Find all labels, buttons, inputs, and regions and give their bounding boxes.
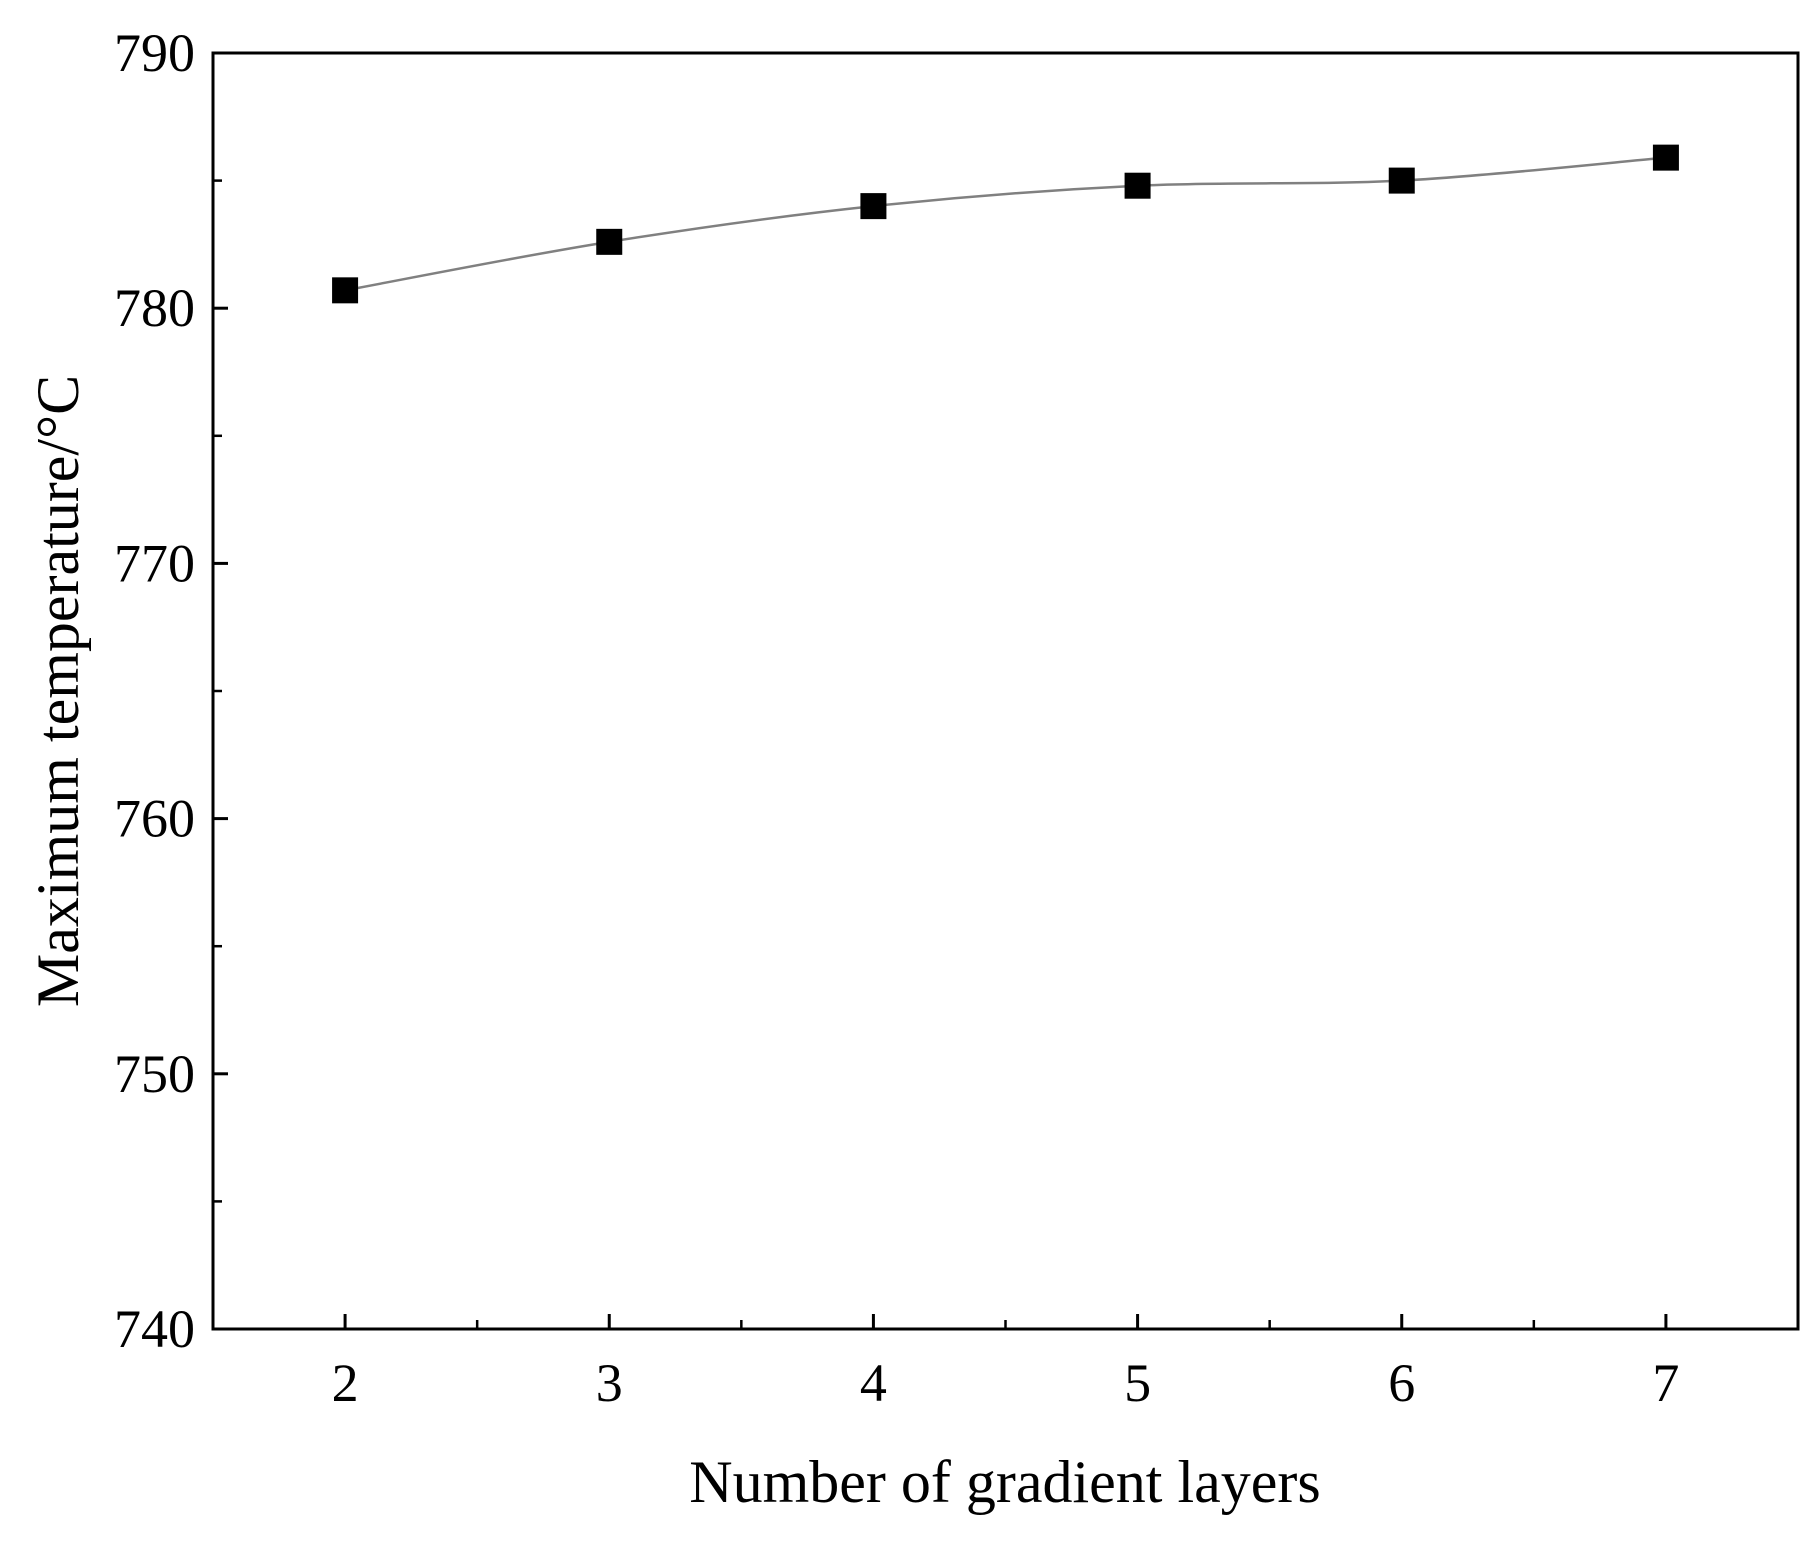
y-axis-title: Maximum temperature/°C bbox=[25, 375, 91, 1007]
y-tick-label: 760 bbox=[114, 789, 195, 849]
y-tick-label: 750 bbox=[114, 1044, 195, 1104]
x-axis-title: Number of gradient layers bbox=[689, 1449, 1320, 1515]
x-tick-label: 3 bbox=[596, 1353, 623, 1413]
x-tick-label: 7 bbox=[1652, 1353, 1679, 1413]
y-tick-label: 780 bbox=[114, 278, 195, 338]
x-tick-label: 4 bbox=[860, 1353, 887, 1413]
series-line bbox=[344, 156, 1667, 292]
plot-frame bbox=[211, 51, 1800, 1331]
y-axis-ticks: 740 750 760 770 780 790 bbox=[114, 23, 228, 1359]
series-markers bbox=[332, 144, 1679, 304]
data-point-marker bbox=[860, 193, 887, 220]
y-tick-label: 740 bbox=[114, 1299, 195, 1359]
x-axis-ticks: 2 3 4 5 6 7 bbox=[332, 1314, 1679, 1413]
y-tick-label: 790 bbox=[114, 23, 195, 83]
data-point-marker bbox=[1388, 167, 1415, 194]
y-tick-label: 770 bbox=[114, 533, 195, 593]
data-point-marker bbox=[1652, 144, 1679, 171]
x-tick-label: 5 bbox=[1124, 1353, 1151, 1413]
x-tick-label: 6 bbox=[1388, 1353, 1415, 1413]
data-point-marker bbox=[596, 228, 623, 255]
data-point-marker bbox=[332, 277, 359, 304]
x-tick-label: 2 bbox=[332, 1353, 359, 1413]
data-point-marker bbox=[1124, 172, 1151, 199]
